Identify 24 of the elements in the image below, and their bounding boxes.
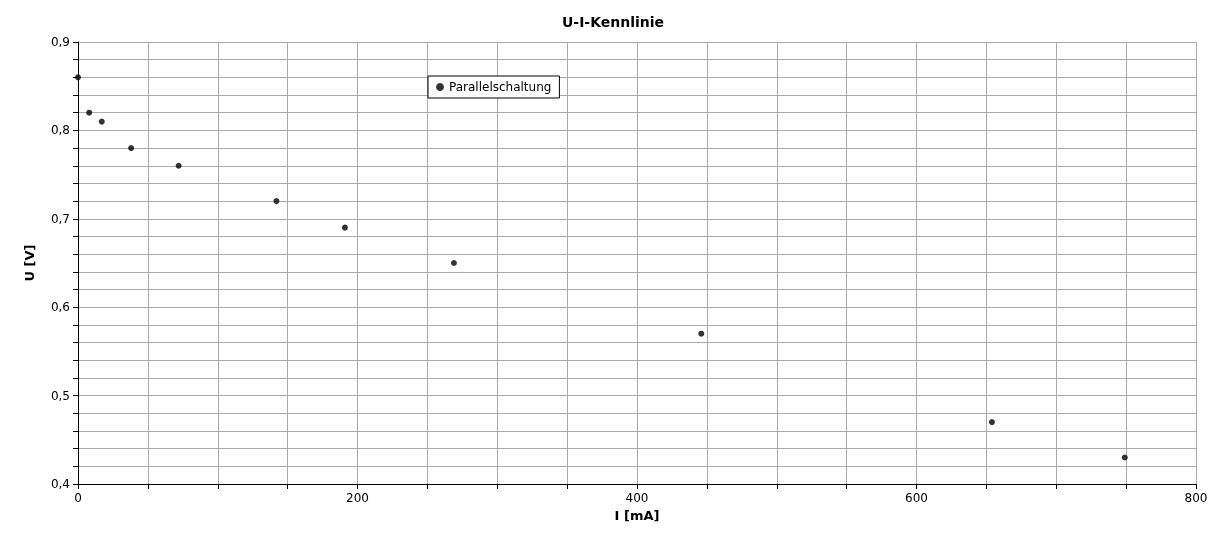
chart-title: U-I-Kennlinie <box>561 14 665 30</box>
y-tick-label: 0,5 <box>50 388 70 403</box>
point <box>341 224 348 231</box>
x-tick-label: 800 <box>1184 491 1208 505</box>
point <box>128 145 135 152</box>
y-tick-label: 0,6 <box>50 300 70 315</box>
x-tick-label: 0 <box>74 491 82 505</box>
y-tick-label: 0,9 <box>50 35 70 49</box>
point <box>450 260 457 266</box>
x-tick-label: 400 <box>625 491 649 505</box>
point <box>273 198 280 205</box>
point <box>175 162 182 169</box>
point <box>86 109 93 116</box>
legend-label: Parallelschaltung <box>449 80 552 94</box>
x-tick-label: 600 <box>905 491 928 505</box>
y-tick-label: 0,8 <box>50 123 70 138</box>
point <box>988 419 995 426</box>
y-tick-label: 0,7 <box>50 211 70 226</box>
y-axis-title: U [V] <box>22 244 37 282</box>
x-tick-label: 200 <box>346 491 369 505</box>
x-axis-title: I [mA] <box>614 507 660 523</box>
y-tick-label: 0,4 <box>50 477 70 491</box>
point <box>698 330 705 337</box>
point <box>98 118 105 125</box>
